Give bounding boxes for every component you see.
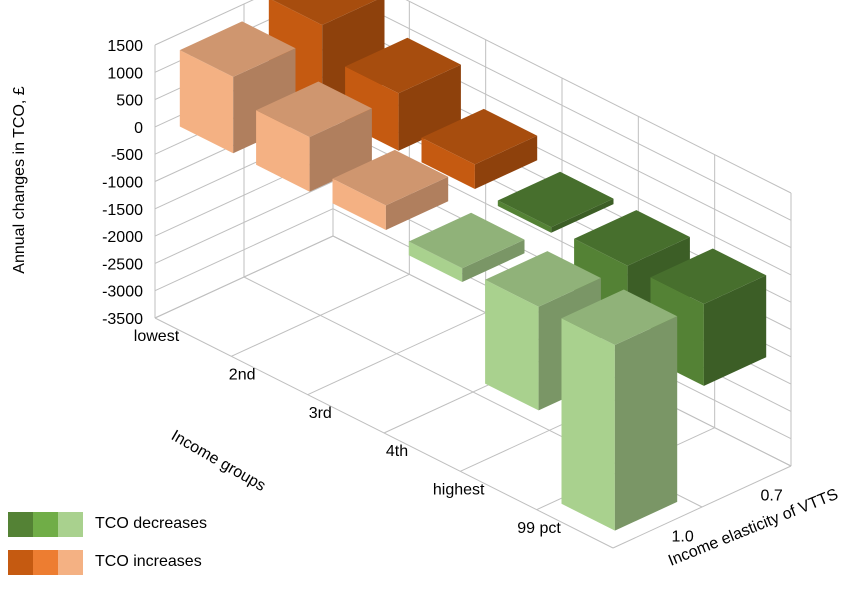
y-tick-label: -3000 — [102, 284, 143, 301]
y-tick-label: -500 — [111, 147, 143, 164]
bar-face — [561, 289, 678, 345]
bar-face — [309, 108, 372, 192]
y-tick-label: -3500 — [102, 311, 143, 328]
bar-face — [408, 241, 463, 282]
legend-item-decreases: TCO decreases — [8, 511, 207, 537]
x-axis-title: Income groups — [168, 427, 268, 495]
x-tick-label: highest — [433, 482, 485, 499]
y-tick-label: 1500 — [107, 38, 143, 55]
y-tick-label: 500 — [116, 93, 143, 110]
y-tick-label: -1000 — [102, 175, 143, 192]
legend-swatch — [58, 511, 83, 537]
bar — [408, 212, 525, 282]
y-axis-title: Annual changes in TCO, £ — [11, 86, 28, 273]
bar-face — [485, 251, 601, 307]
bar-face — [574, 210, 690, 266]
x-tick-label: 3rd — [309, 405, 332, 422]
legend-swatch — [33, 549, 58, 575]
x-tick-label: 99 pct — [517, 520, 561, 537]
z-tick-label: 1.0 — [672, 529, 694, 546]
bar-face — [462, 239, 525, 282]
bar-face — [398, 64, 461, 151]
legend-swatch — [8, 549, 33, 575]
legend-swatch — [33, 511, 58, 537]
z-tick-labels: 1.0 0.7 — [672, 488, 783, 546]
bar-face — [614, 316, 678, 531]
x-tick-label: 2nd — [229, 367, 256, 384]
bar-face — [332, 178, 386, 230]
bar — [497, 171, 614, 233]
bar-face — [421, 108, 538, 165]
bar-face — [497, 200, 552, 233]
y-tick-label: -2000 — [102, 229, 143, 246]
legend: TCO decreases TCO increases — [8, 511, 207, 575]
bar-face — [332, 149, 449, 206]
bar-face — [497, 171, 614, 228]
y-tick-label: 1000 — [107, 65, 143, 82]
legend-item-increases: TCO increases — [8, 549, 207, 575]
legend-swatch — [8, 511, 33, 537]
bar-face — [272, 0, 377, 25]
bar-face — [256, 81, 372, 138]
y-tick-labels: 1500 1000 500 0 -500 -1000 -1500 -2000 -2500 -300… — [102, 38, 143, 328]
y-tick-label: 0 — [134, 120, 143, 137]
bar — [421, 108, 538, 189]
floor-gridline — [154, 317, 614, 549]
bars — [179, 0, 767, 531]
bar-face — [345, 37, 461, 94]
bar-face — [703, 275, 767, 386]
bar-face — [421, 137, 475, 189]
bar-face — [179, 50, 234, 154]
y-tick-label: -1500 — [102, 202, 143, 219]
legend-swatch — [58, 549, 83, 575]
bar-face — [561, 318, 615, 531]
bar — [256, 81, 372, 192]
bar-face — [385, 176, 449, 230]
bar-face — [485, 279, 539, 411]
x-tick-label: lowest — [134, 328, 180, 345]
bar-face — [551, 198, 614, 233]
bar — [561, 289, 678, 531]
z-tick-label: 0.7 — [761, 488, 783, 505]
y-tick-label: -2500 — [102, 256, 143, 273]
bar-face — [179, 21, 296, 77]
bar-face — [408, 212, 525, 269]
x-tick-label: 4th — [386, 443, 408, 460]
bar-face — [256, 110, 310, 192]
legend-label-increases: TCO increases — [95, 553, 202, 570]
bar-face — [474, 135, 538, 189]
bar-face — [650, 248, 767, 304]
x-tick-labels: lowest 2nd 3rd 4th highest 99 pct — [134, 328, 562, 537]
legend-label-decreases: TCO decreases — [95, 515, 208, 532]
bar — [332, 149, 449, 230]
